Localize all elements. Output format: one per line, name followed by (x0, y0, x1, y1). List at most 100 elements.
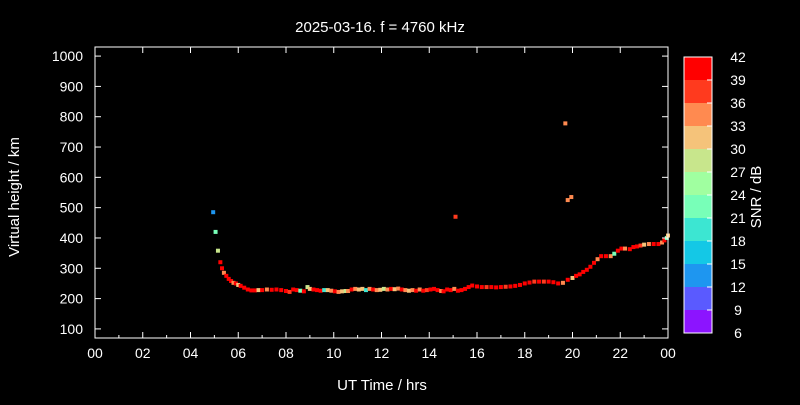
data-point (627, 247, 632, 252)
data-point (569, 195, 574, 200)
data-point (264, 287, 269, 292)
data-point (508, 284, 513, 289)
data-point (453, 214, 458, 219)
data-point (378, 287, 383, 292)
x-tick-label: 16 (469, 345, 485, 361)
colorbar-band (684, 172, 712, 196)
x-tick-label: 08 (278, 345, 294, 361)
data-point (503, 284, 508, 289)
data-point (603, 254, 608, 259)
axes: 00 02 04 06 08 10 12 14 16 18 20 22 0010020030040050… (52, 46, 676, 361)
x-tick-label: 02 (135, 345, 151, 361)
x-axis-label: UT Time / hrs (337, 377, 427, 394)
data-point (563, 121, 568, 126)
data-point (360, 286, 365, 291)
data-point (517, 282, 522, 287)
data-point (236, 282, 241, 287)
data-point (340, 289, 345, 294)
data-point (651, 242, 656, 247)
colorbar-tick-label: 33 (730, 118, 746, 134)
colorbar-tick-label: 30 (730, 141, 746, 157)
data-point (231, 280, 236, 285)
data-point (656, 242, 661, 247)
data-point (224, 273, 229, 278)
data-point (565, 198, 570, 203)
colorbar-band (684, 218, 712, 242)
data-point (424, 288, 429, 293)
data-point (432, 286, 437, 291)
data-point (522, 281, 527, 286)
data-point (428, 287, 433, 292)
data-point (242, 285, 247, 290)
data-point (356, 287, 361, 292)
data-point (439, 289, 444, 294)
x-tick-label: 06 (230, 345, 246, 361)
y-tick-label: 500 (60, 200, 84, 216)
colorbar-band (684, 126, 712, 150)
data-point (459, 288, 464, 293)
data-point (646, 242, 651, 247)
data-point (498, 285, 503, 290)
data-point (213, 229, 218, 234)
data-point (318, 288, 323, 293)
data-point (489, 285, 494, 290)
x-tick-label: 18 (517, 345, 533, 361)
data-point (494, 285, 499, 290)
data-point (374, 288, 379, 293)
data-point (307, 286, 312, 291)
data-point (662, 238, 667, 243)
data-point (332, 289, 337, 294)
x-tick-label: 00 (87, 345, 103, 361)
data-point (660, 240, 665, 245)
data-point (560, 280, 565, 285)
data-point (638, 243, 643, 248)
data-point (556, 281, 561, 286)
data-point (346, 289, 351, 294)
data-point (414, 288, 419, 293)
colorbar-band (684, 149, 712, 173)
data-point (475, 284, 479, 289)
data-point (367, 286, 372, 291)
colorbar-tick-label: 39 (730, 72, 746, 88)
data-point (452, 286, 457, 291)
data-point (619, 246, 624, 251)
data-point (584, 267, 589, 272)
data-point (329, 288, 334, 293)
y-tick-label: 300 (60, 260, 84, 276)
data-point (532, 279, 537, 284)
data-point (238, 283, 243, 288)
data-point (260, 288, 265, 293)
data-point (353, 286, 358, 291)
data-point (298, 288, 303, 293)
data-point (546, 279, 551, 284)
y-tick-label: 700 (60, 139, 84, 155)
y-tick-label: 600 (60, 169, 84, 185)
colorbar-band (684, 57, 712, 81)
data-point (371, 287, 376, 292)
colorbar: 42 39 36 33 30 27 24 21 18 15 12 9 6 (683, 49, 746, 341)
colorbar-tick-label: 42 (730, 49, 746, 65)
data-point (577, 272, 582, 277)
data-point (455, 288, 460, 293)
data-point (269, 287, 274, 292)
data-point (221, 270, 226, 275)
data-point (284, 289, 288, 294)
data-point (541, 279, 546, 284)
data-point (612, 251, 617, 256)
colorbar-band (684, 310, 712, 334)
data-point (294, 288, 299, 293)
data-point (218, 260, 223, 265)
data-point (466, 285, 471, 290)
colorbar-tick-label: 21 (730, 210, 746, 226)
y-tick-label: 1000 (52, 48, 83, 64)
data-point (315, 288, 320, 293)
data-point (301, 289, 306, 294)
data-point (479, 285, 484, 290)
data-point (279, 288, 284, 293)
y-tick-label: 100 (60, 321, 84, 337)
data-point (591, 260, 596, 265)
data-point (634, 244, 639, 249)
data-point (570, 275, 575, 280)
x-tick-label: 22 (612, 345, 628, 361)
colorbar-tick-label: 9 (734, 302, 742, 318)
